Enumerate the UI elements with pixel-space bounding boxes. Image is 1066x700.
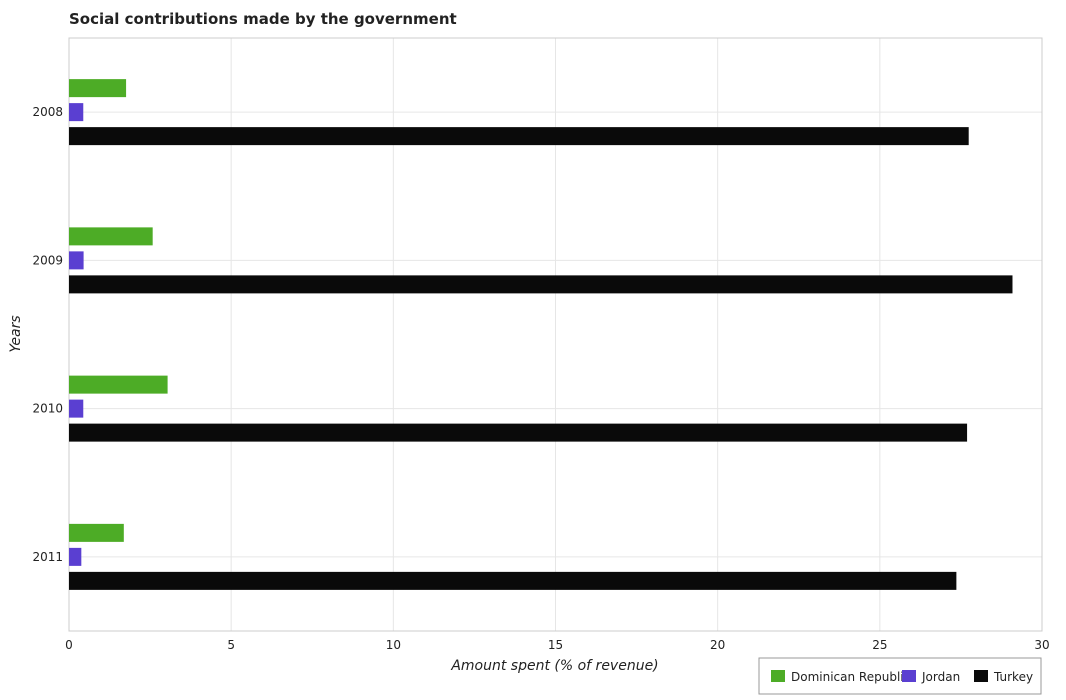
chart-title: Social contributions made by the governm…	[69, 10, 457, 28]
x-tick-label: 20	[710, 638, 725, 652]
bar	[69, 571, 957, 590]
y-tick-label: 2008	[32, 105, 63, 119]
legend: Dominican Republic Jordan Turkey	[758, 657, 1042, 695]
legend-swatch	[974, 670, 988, 682]
legend-label: Dominican Republic	[791, 670, 910, 684]
bar	[69, 127, 969, 146]
y-tick-label: 2011	[32, 550, 63, 564]
bar	[69, 275, 1013, 294]
bar	[69, 399, 84, 418]
bar	[69, 523, 124, 542]
legend-label: Turkey	[993, 670, 1033, 684]
legend-swatch	[771, 670, 785, 682]
bar	[69, 547, 82, 566]
bar	[69, 375, 168, 394]
bar	[69, 251, 84, 270]
x-tick-label: 15	[548, 638, 563, 652]
bars	[69, 79, 1013, 590]
x-tick-label: 5	[227, 638, 235, 652]
x-tick-label: 25	[872, 638, 887, 652]
legend-label: Jordan	[921, 670, 960, 684]
x-axis-label: Amount spent (% of revenue)	[450, 658, 658, 674]
x-tick-labels: 0 5 10 15 20 25 30	[65, 638, 1049, 652]
x-tick-label: 0	[65, 638, 73, 652]
bar	[69, 227, 153, 246]
legend-box	[758, 657, 1042, 695]
bar	[69, 103, 84, 122]
y-axis-label: Years	[8, 315, 24, 352]
bar	[69, 79, 127, 98]
y-tick-labels: 2008 2009 2010 2011	[32, 105, 63, 564]
legend-swatch	[902, 670, 916, 682]
y-tick-label: 2009	[32, 253, 63, 267]
y-tick-label: 2010	[32, 402, 63, 416]
bar	[69, 423, 968, 442]
x-tick-label: 10	[386, 638, 401, 652]
plot-frame	[68, 37, 1043, 632]
x-tick-label: 30	[1034, 638, 1049, 652]
